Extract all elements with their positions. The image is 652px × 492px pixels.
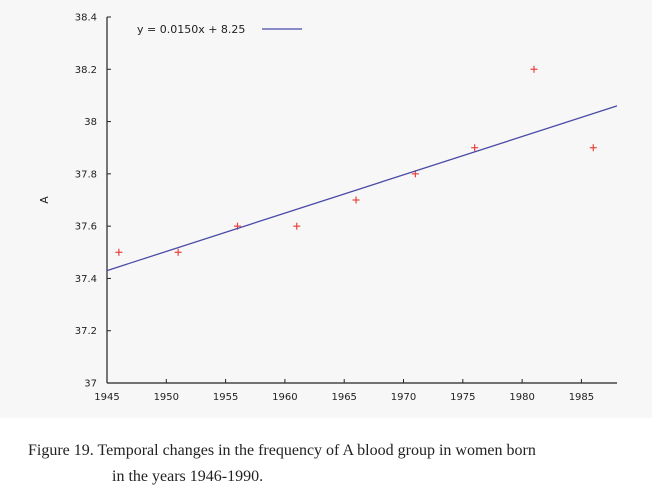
caption-line-1: Figure 19. Temporal changes in the frequ… xyxy=(28,442,536,459)
x-tick-label: 1965 xyxy=(331,392,356,403)
caption-line-2: in the years 1946-1990. xyxy=(112,468,264,485)
x-tick-label: 1975 xyxy=(450,392,475,403)
y-tick-label: 37.4 xyxy=(75,274,97,285)
legend-label: y = 0.0150x + 8.25 xyxy=(137,23,245,36)
y-tick-label: 37.8 xyxy=(75,169,97,180)
y-tick-label: 38 xyxy=(84,117,97,128)
data-point xyxy=(471,144,479,152)
x-tick-label: 1945 xyxy=(94,392,119,403)
y-tick-label: 37.6 xyxy=(75,222,97,233)
scatter-chart: 37 37.2 37.4 37.6 37.8 38 38.2 38.4 1945 1950 1955… xyxy=(38,13,618,404)
x-tick-label: 1960 xyxy=(272,392,297,403)
x-tick-label: 1980 xyxy=(509,392,534,403)
data-point xyxy=(293,222,301,230)
data-point xyxy=(174,248,182,256)
y-tick-label: 37.2 xyxy=(75,326,97,337)
y-axis-label: A xyxy=(38,196,51,204)
y-tick-label: 38.2 xyxy=(75,65,97,76)
legend: y = 0.0150x + 8.25 xyxy=(137,23,302,36)
x-tick-label: 1950 xyxy=(154,392,179,403)
data-points xyxy=(115,65,597,256)
data-point xyxy=(115,248,123,256)
y-tick-label: 37 xyxy=(84,379,97,390)
x-tick-label: 1955 xyxy=(213,392,238,403)
data-point xyxy=(589,144,597,152)
ticks: 37 37.2 37.4 37.6 37.8 38 38.2 38.4 1945 1950 1955… xyxy=(75,13,594,404)
x-tick-label: 1985 xyxy=(569,392,594,403)
chart-panel: 37 37.2 37.4 37.6 37.8 38 38.2 38.4 1945 1950 1955… xyxy=(38,12,618,404)
data-point xyxy=(530,65,538,73)
x-tick-label: 1970 xyxy=(391,392,416,403)
y-tick-label: 38.4 xyxy=(75,13,97,24)
figure-caption: Figure 19. Temporal changes in the frequ… xyxy=(28,438,628,490)
axes xyxy=(106,17,617,384)
data-point xyxy=(352,196,360,204)
trend-line xyxy=(106,105,618,272)
